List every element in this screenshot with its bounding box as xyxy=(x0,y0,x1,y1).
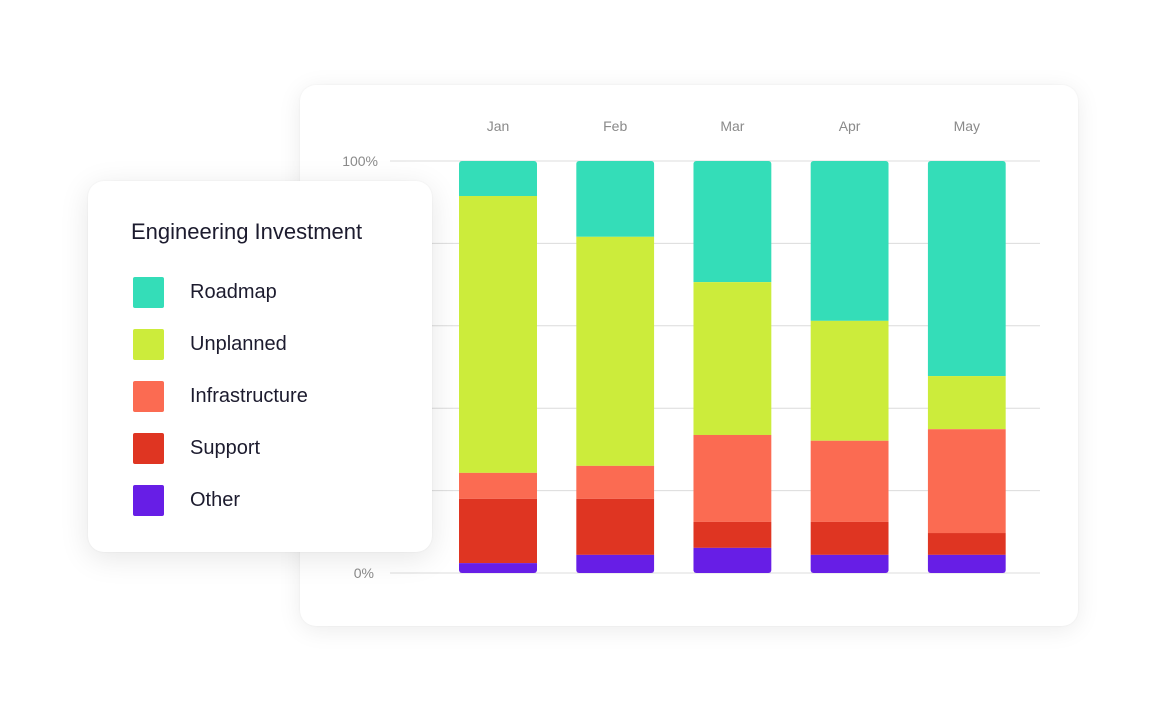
legend-item-roadmap: Roadmap xyxy=(133,276,277,308)
bar-segment-infrastructure-apr xyxy=(810,440,889,522)
legend-swatch xyxy=(133,432,164,464)
bar-segment-other-may xyxy=(927,554,1006,573)
legend-label: Roadmap xyxy=(190,280,277,303)
bar-segment-other-jan xyxy=(459,563,537,573)
legend-swatch xyxy=(133,276,164,308)
legend-item-unplanned: Unplanned xyxy=(133,328,287,360)
bar-segment-roadmap-feb xyxy=(576,161,655,237)
bar-segment-roadmap-jan xyxy=(459,161,537,197)
bar-segment-other-apr xyxy=(810,554,889,573)
bar-segment-unplanned-jan xyxy=(459,196,537,473)
bar-segment-roadmap-apr xyxy=(810,161,889,321)
legend-swatch xyxy=(133,328,164,360)
bar-segment-infrastructure-feb xyxy=(576,465,655,499)
bar-segment-roadmap-may xyxy=(927,161,1006,377)
legend-item-support: Support xyxy=(133,432,260,464)
x-tick-label: Apr xyxy=(839,118,861,134)
bar-segment-unplanned-mar xyxy=(693,282,772,435)
x-tick-label: May xyxy=(954,118,980,134)
legend-card: Engineering Investment Roadmap Unplanned I… xyxy=(88,181,432,552)
x-tick-label: Feb xyxy=(603,118,627,134)
legend-label: Infrastructure xyxy=(190,384,308,407)
legend-swatch xyxy=(133,484,164,516)
legend-title: Engineering Investment xyxy=(131,219,363,244)
legend-label: Other xyxy=(190,488,241,511)
legend-item-other: Other xyxy=(133,484,240,516)
bar-segment-infrastructure-jan xyxy=(459,472,537,499)
bar-segment-infrastructure-mar xyxy=(693,434,772,522)
bar-segment-roadmap-mar xyxy=(693,161,772,283)
bar-segment-unplanned-may xyxy=(927,376,1006,430)
x-tick-label: Jan xyxy=(487,118,510,134)
bar-segment-unplanned-feb xyxy=(576,236,655,466)
y-tick-label: 0% xyxy=(354,565,374,581)
legend-item-infrastructure: Infrastructure xyxy=(133,380,308,412)
legend-label: Support xyxy=(190,436,261,459)
bar-segment-unplanned-apr xyxy=(810,320,889,441)
y-tick-label: 100% xyxy=(342,153,378,169)
bar-segment-other-feb xyxy=(576,554,655,573)
bar-segment-infrastructure-may xyxy=(927,429,1006,534)
bar-segment-other-mar xyxy=(693,547,772,573)
bar-segment-support-may xyxy=(927,533,1006,555)
bar-segment-support-mar xyxy=(693,521,772,548)
bar-segment-support-feb xyxy=(576,498,655,555)
x-tick-label: Mar xyxy=(720,118,744,134)
bar-segment-support-jan xyxy=(459,498,537,564)
legend-label: Unplanned xyxy=(190,332,287,355)
legend-swatch xyxy=(133,380,164,412)
bar-segment-support-apr xyxy=(810,521,889,555)
